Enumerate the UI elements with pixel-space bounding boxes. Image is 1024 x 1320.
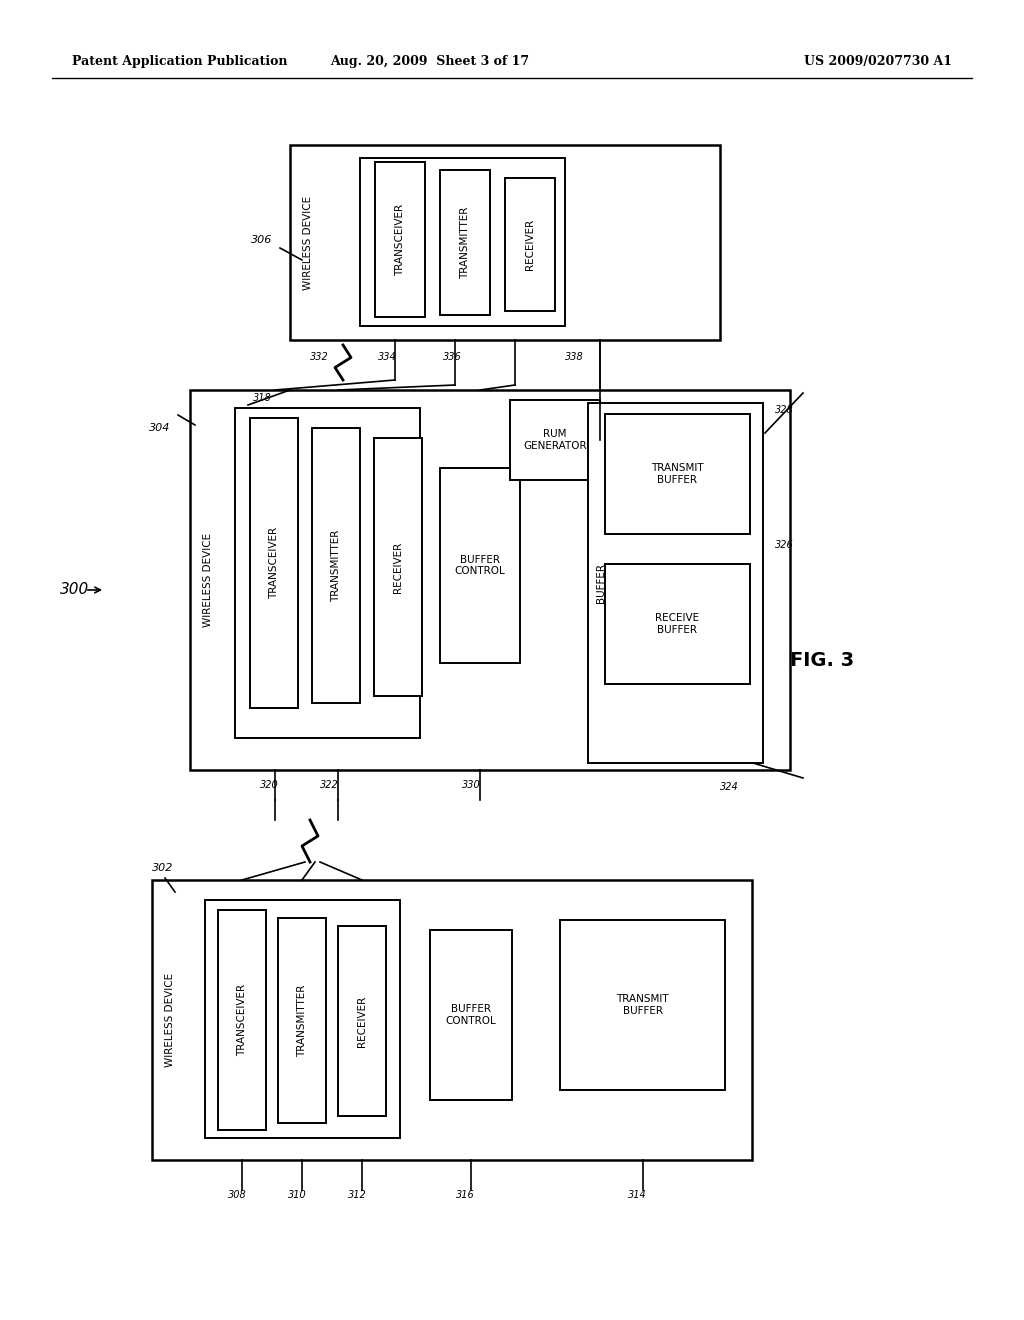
Bar: [338, 927, 386, 1115]
Text: 322: 322: [319, 780, 339, 789]
Text: 324: 324: [720, 781, 738, 792]
Bar: [560, 920, 725, 1090]
Text: US 2009/0207730 A1: US 2009/0207730 A1: [804, 55, 952, 69]
Text: FIG. 3: FIG. 3: [790, 651, 854, 669]
Text: WIRELESS DEVICE: WIRELESS DEVICE: [165, 973, 175, 1067]
Text: 338: 338: [565, 352, 584, 362]
Text: WIRELESS DEVICE: WIRELESS DEVICE: [203, 533, 213, 627]
Text: BUFFER
CONTROL: BUFFER CONTROL: [455, 554, 506, 577]
Bar: [190, 389, 790, 770]
Bar: [290, 145, 720, 341]
Text: 306: 306: [251, 235, 272, 246]
Text: 334: 334: [378, 352, 396, 362]
Text: TRANSMIT
BUFFER: TRANSMIT BUFFER: [651, 463, 703, 484]
Text: RECEIVE
BUFFER: RECEIVE BUFFER: [655, 614, 699, 635]
Bar: [588, 403, 763, 763]
Text: 332: 332: [310, 352, 329, 362]
Text: TRANSMITTER: TRANSMITTER: [297, 985, 307, 1057]
Bar: [374, 438, 422, 696]
Text: 304: 304: [148, 422, 170, 433]
Text: 320: 320: [260, 780, 279, 789]
Bar: [218, 909, 266, 1130]
Bar: [430, 931, 512, 1100]
Bar: [250, 418, 298, 708]
Bar: [505, 178, 555, 312]
Text: RECEIVER: RECEIVER: [525, 219, 535, 271]
Bar: [375, 162, 425, 317]
Text: TRANSMIT
BUFFER: TRANSMIT BUFFER: [616, 994, 669, 1016]
Text: 314: 314: [628, 1191, 647, 1200]
Text: 300: 300: [60, 582, 89, 598]
Text: 310: 310: [288, 1191, 307, 1200]
Text: 330: 330: [462, 780, 480, 789]
Bar: [605, 564, 750, 684]
Text: TRANSMITTER: TRANSMITTER: [331, 529, 341, 602]
Bar: [234, 408, 420, 738]
Text: 328: 328: [775, 405, 794, 414]
Bar: [312, 428, 360, 704]
Text: 312: 312: [348, 1191, 367, 1200]
Bar: [152, 880, 752, 1160]
Text: BUFFER
CONTROL: BUFFER CONTROL: [445, 1005, 497, 1026]
Text: 316: 316: [456, 1191, 475, 1200]
Text: TRANSCEIVER: TRANSCEIVER: [269, 527, 279, 599]
Text: RUM
GENERATOR: RUM GENERATOR: [523, 429, 587, 451]
Text: Patent Application Publication: Patent Application Publication: [72, 55, 288, 69]
Text: 318: 318: [253, 393, 271, 403]
Text: 302: 302: [152, 863, 173, 873]
Bar: [360, 158, 565, 326]
Text: RECEIVER: RECEIVER: [393, 541, 403, 593]
Text: RECEIVER: RECEIVER: [357, 995, 367, 1047]
Text: 336: 336: [443, 352, 462, 362]
Bar: [510, 400, 600, 480]
Text: TRANSCEIVER: TRANSCEIVER: [237, 983, 247, 1056]
Text: Aug. 20, 2009  Sheet 3 of 17: Aug. 20, 2009 Sheet 3 of 17: [331, 55, 529, 69]
Bar: [205, 900, 400, 1138]
Text: TRANSMITTER: TRANSMITTER: [460, 206, 470, 279]
Bar: [605, 414, 750, 535]
Text: WIRELESS DEVICE: WIRELESS DEVICE: [303, 195, 313, 289]
Bar: [440, 469, 520, 663]
Bar: [440, 170, 490, 315]
Text: BUFFER: BUFFER: [596, 564, 606, 603]
Bar: [278, 917, 326, 1123]
Text: TRANSCEIVER: TRANSCEIVER: [395, 203, 406, 276]
Text: 308: 308: [228, 1191, 247, 1200]
Text: 326: 326: [775, 540, 794, 550]
